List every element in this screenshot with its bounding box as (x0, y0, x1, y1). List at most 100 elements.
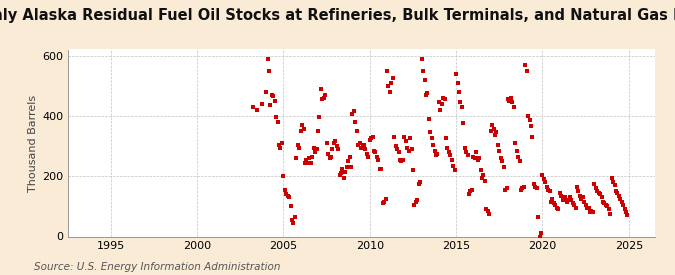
Point (450, 168, 460, 172)
Point (375, 166, 385, 171)
Point (340, 169, 350, 174)
Point (318, 95, 329, 100)
Point (282, 194, 293, 198)
Point (494, 148, 505, 153)
Point (484, 212, 495, 216)
Point (410, 200, 421, 204)
Point (380, 197, 391, 201)
Point (501, 186, 512, 191)
Point (409, 203, 420, 207)
Point (544, 189, 555, 193)
Point (335, 171, 346, 175)
Point (267, 93, 277, 97)
Point (614, 194, 624, 198)
Point (408, 168, 418, 172)
Point (559, 197, 570, 201)
Point (458, 121, 468, 126)
Point (423, 117, 434, 121)
Point (264, 68, 275, 73)
Point (372, 154, 383, 159)
Point (560, 195, 571, 199)
Point (418, 68, 429, 73)
Point (601, 203, 612, 207)
Point (483, 209, 493, 213)
Point (612, 191, 622, 195)
Point (620, 210, 631, 214)
Point (412, 198, 423, 202)
Point (344, 154, 355, 159)
Point (288, 221, 299, 225)
Point (498, 165, 509, 169)
Point (579, 200, 590, 204)
Point (442, 145, 453, 150)
Point (421, 93, 431, 97)
Point (396, 159, 407, 163)
Point (381, 68, 392, 73)
Point (347, 112, 358, 117)
Point (308, 145, 319, 150)
Point (439, 97, 450, 101)
Point (567, 201, 578, 205)
Point (379, 200, 389, 204)
Point (475, 168, 486, 172)
Point (284, 195, 294, 199)
Point (281, 192, 292, 196)
Point (307, 154, 318, 159)
Point (608, 180, 618, 185)
Point (295, 129, 306, 133)
Point (366, 136, 377, 141)
Point (583, 206, 594, 210)
Point (487, 123, 497, 127)
Point (570, 206, 581, 210)
Point (301, 157, 312, 162)
Point (456, 104, 467, 109)
Point (595, 192, 605, 196)
Point (330, 139, 341, 144)
Point (582, 206, 593, 210)
Point (290, 215, 300, 219)
Point (261, 90, 271, 94)
Point (572, 185, 583, 189)
Point (503, 97, 514, 101)
Point (569, 203, 580, 207)
Point (597, 200, 608, 204)
Point (389, 135, 400, 139)
Point (433, 100, 444, 104)
Point (361, 151, 372, 156)
Point (464, 192, 475, 196)
Point (521, 68, 532, 73)
Point (313, 129, 323, 133)
Point (564, 195, 575, 199)
Point (415, 180, 426, 185)
Point (491, 130, 502, 135)
Point (356, 145, 367, 150)
Point (520, 62, 531, 67)
Point (580, 203, 591, 207)
Point (616, 200, 627, 204)
Point (441, 136, 452, 141)
Point (324, 156, 335, 160)
Point (592, 189, 603, 193)
Point (562, 200, 572, 204)
Point (429, 148, 440, 153)
Point (445, 153, 456, 157)
Point (338, 175, 349, 180)
Y-axis label: Thousand Barrels: Thousand Barrels (28, 94, 38, 192)
Point (602, 204, 613, 208)
Point (547, 197, 558, 201)
Point (376, 166, 387, 171)
Point (622, 213, 633, 218)
Point (516, 188, 526, 192)
Point (472, 157, 483, 162)
Point (256, 101, 267, 106)
Point (610, 189, 621, 193)
Point (269, 98, 280, 103)
Point (511, 148, 522, 153)
Point (323, 151, 333, 156)
Point (478, 172, 489, 177)
Point (574, 194, 585, 198)
Point (543, 188, 554, 192)
Point (262, 56, 273, 61)
Point (531, 186, 542, 191)
Point (495, 156, 506, 160)
